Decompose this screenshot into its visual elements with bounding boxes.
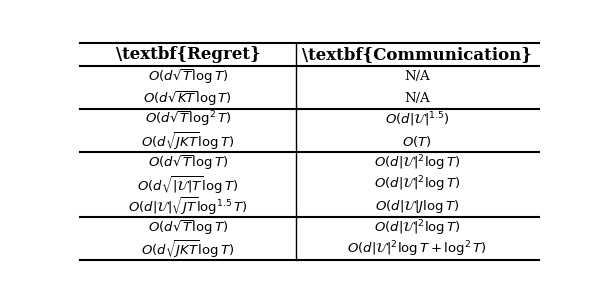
Text: N/A: N/A <box>404 92 430 105</box>
Text: $O(d\sqrt{T}\log^2 T)$: $O(d\sqrt{T}\log^2 T)$ <box>144 110 231 129</box>
Text: $O(d\sqrt{|\mathcal{U}|T}\log T)$: $O(d\sqrt{|\mathcal{U}|T}\log T)$ <box>137 174 239 196</box>
Text: \textbf{Communication}: \textbf{Communication} <box>302 46 532 63</box>
Text: $O(d|\mathcal{U}|^2 \log T)$: $O(d|\mathcal{U}|^2 \log T)$ <box>374 218 460 238</box>
Text: $O(T)$: $O(T)$ <box>402 134 432 149</box>
Text: $O(d|\mathcal{U}|^2 \log T)$: $O(d|\mathcal{U}|^2 \log T)$ <box>374 153 460 173</box>
Text: $O(d|\mathcal{U}|\sqrt{JT}\log^{1.5} T)$: $O(d|\mathcal{U}|\sqrt{JT}\log^{1.5} T)$ <box>128 195 248 217</box>
Text: $O(d\sqrt{JKT}\log T)$: $O(d\sqrt{JKT}\log T)$ <box>141 130 234 152</box>
Text: $O(d|\mathcal{U}|^2 \log T + \log^2 T)$: $O(d|\mathcal{U}|^2 \log T + \log^2 T)$ <box>347 239 487 259</box>
Text: \textbf{Regret}: \textbf{Regret} <box>115 46 260 63</box>
Text: N/A: N/A <box>404 70 430 83</box>
Text: $O(d\sqrt{JKT}\log T)$: $O(d\sqrt{JKT}\log T)$ <box>141 238 234 260</box>
Text: $O(d\sqrt{T}\log T)$: $O(d\sqrt{T}\log T)$ <box>148 218 228 237</box>
Text: $O(d|\mathcal{U}|^2 \log T)$: $O(d|\mathcal{U}|^2 \log T)$ <box>374 175 460 194</box>
Text: $O(d\sqrt{T}\log T)$: $O(d\sqrt{T}\log T)$ <box>148 68 228 86</box>
Text: $O(d\sqrt{T}\log T)$: $O(d\sqrt{T}\log T)$ <box>148 154 228 172</box>
Text: $O(d|\mathcal{U}|J\log T)$: $O(d|\mathcal{U}|J\log T)$ <box>375 198 459 215</box>
Text: $O(d|\mathcal{U}|^{1.5})$: $O(d|\mathcal{U}|^{1.5})$ <box>385 111 450 129</box>
Text: $O(d\sqrt{KT}\log T)$: $O(d\sqrt{KT}\log T)$ <box>143 89 233 108</box>
